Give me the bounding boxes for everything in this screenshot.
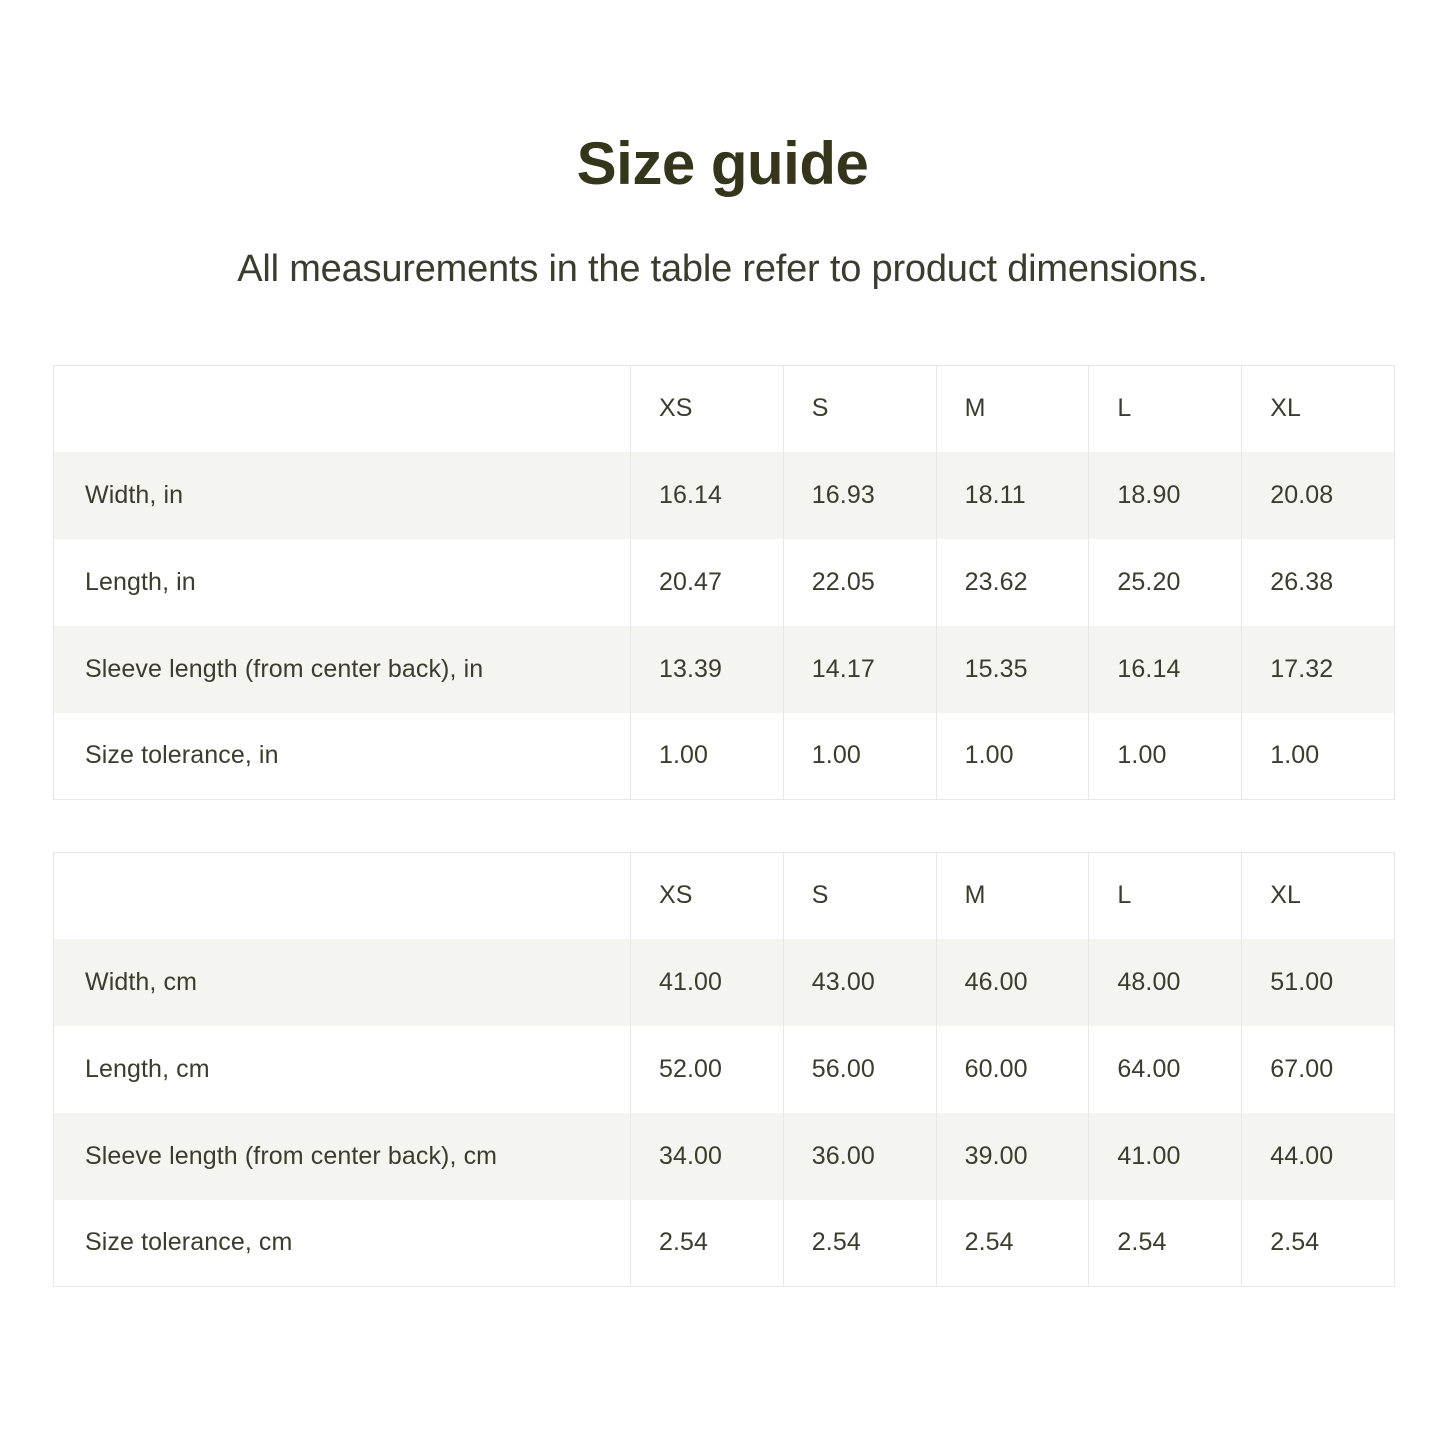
cell-value: 1.00: [1088, 712, 1243, 800]
table-row: Length, cm 52.00 56.00 60.00 64.00 67.00: [53, 1025, 1395, 1113]
cell-value: 2.54: [935, 1199, 1090, 1287]
cell-value: 41.00: [630, 938, 784, 1026]
size-table-centimeters: XS S M L XL Width, cm 41.00 43.00 46.00 …: [53, 852, 1395, 1287]
column-header-s: S: [782, 365, 937, 452]
cell-value: 1.00: [1241, 712, 1395, 800]
cell-value: 26.38: [1241, 538, 1395, 626]
column-header-l: L: [1088, 365, 1243, 452]
cell-value: 43.00: [782, 938, 937, 1026]
table-row: Sleeve length (from center back), cm 34.…: [53, 1112, 1395, 1200]
page-subtitle: All measurements in the table refer to p…: [237, 248, 1208, 290]
cell-value: 39.00: [935, 1112, 1090, 1200]
cell-value: 13.39: [630, 625, 784, 713]
column-header-xl: XL: [1241, 365, 1395, 452]
cell-value: 46.00: [935, 938, 1090, 1026]
corner-header-cell: [53, 365, 631, 452]
row-label: Sleeve length (from center back), in: [53, 625, 631, 713]
cell-value: 2.54: [782, 1199, 937, 1287]
table-header-centimeters: XS S M L XL: [53, 852, 1395, 939]
cell-value: 64.00: [1088, 1025, 1243, 1113]
table-body-inches: Width, in 16.14 16.93 18.11 18.90 20.08 …: [53, 451, 1395, 800]
column-header-xs: XS: [630, 365, 784, 452]
cell-value: 14.17: [782, 625, 937, 713]
table-row: Length, in 20.47 22.05 23.62 25.20 26.38: [53, 538, 1395, 626]
cell-value: 18.90: [1088, 451, 1243, 539]
page-title: Size guide: [576, 130, 869, 197]
table-row: Size tolerance, cm 2.54 2.54 2.54 2.54 2…: [53, 1199, 1395, 1287]
table-row: Width, in 16.14 16.93 18.11 18.90 20.08: [53, 451, 1395, 539]
column-header-xs: XS: [630, 852, 784, 939]
row-label: Sleeve length (from center back), cm: [53, 1112, 631, 1200]
cell-value: 67.00: [1241, 1025, 1395, 1113]
row-label: Width, in: [53, 451, 631, 539]
row-label: Size tolerance, in: [53, 712, 631, 800]
cell-value: 2.54: [1088, 1199, 1243, 1287]
cell-value: 48.00: [1088, 938, 1243, 1026]
cell-value: 52.00: [630, 1025, 784, 1113]
table-row: Size tolerance, in 1.00 1.00 1.00 1.00 1…: [53, 712, 1395, 800]
row-label: Length, in: [53, 538, 631, 626]
cell-value: 20.08: [1241, 451, 1395, 539]
cell-value: 16.93: [782, 451, 937, 539]
cell-value: 16.14: [1088, 625, 1243, 713]
row-label: Length, cm: [53, 1025, 631, 1113]
column-header-m: M: [935, 852, 1090, 939]
cell-value: 16.14: [630, 451, 784, 539]
cell-value: 22.05: [782, 538, 937, 626]
cell-value: 15.35: [935, 625, 1090, 713]
cell-value: 18.11: [935, 451, 1090, 539]
row-label: Width, cm: [53, 938, 631, 1026]
row-label: Size tolerance, cm: [53, 1199, 631, 1287]
cell-value: 20.47: [630, 538, 784, 626]
cell-value: 17.32: [1241, 625, 1395, 713]
table-row: Sleeve length (from center back), in 13.…: [53, 625, 1395, 713]
column-header-s: S: [782, 852, 937, 939]
table-body-centimeters: Width, cm 41.00 43.00 46.00 48.00 51.00 …: [53, 938, 1395, 1287]
table-header-row: XS S M L XL: [53, 365, 1395, 452]
cell-value: 2.54: [1241, 1199, 1395, 1287]
column-header-m: M: [935, 365, 1090, 452]
cell-value: 2.54: [630, 1199, 784, 1287]
cell-value: 25.20: [1088, 538, 1243, 626]
cell-value: 36.00: [782, 1112, 937, 1200]
size-table-inches: XS S M L XL Width, in 16.14 16.93 18.11 …: [53, 365, 1395, 800]
column-header-xl: XL: [1241, 852, 1395, 939]
cell-value: 1.00: [630, 712, 784, 800]
table-header-inches: XS S M L XL: [53, 365, 1395, 452]
table-header-row: XS S M L XL: [53, 852, 1395, 939]
table-row: Width, cm 41.00 43.00 46.00 48.00 51.00: [53, 938, 1395, 1026]
cell-value: 56.00: [782, 1025, 937, 1113]
corner-header-cell: [53, 852, 631, 939]
column-header-l: L: [1088, 852, 1243, 939]
cell-value: 23.62: [935, 538, 1090, 626]
cell-value: 1.00: [782, 712, 937, 800]
cell-value: 1.00: [935, 712, 1090, 800]
cell-value: 44.00: [1241, 1112, 1395, 1200]
cell-value: 60.00: [935, 1025, 1090, 1113]
cell-value: 41.00: [1088, 1112, 1243, 1200]
cell-value: 34.00: [630, 1112, 784, 1200]
cell-value: 51.00: [1241, 938, 1395, 1026]
